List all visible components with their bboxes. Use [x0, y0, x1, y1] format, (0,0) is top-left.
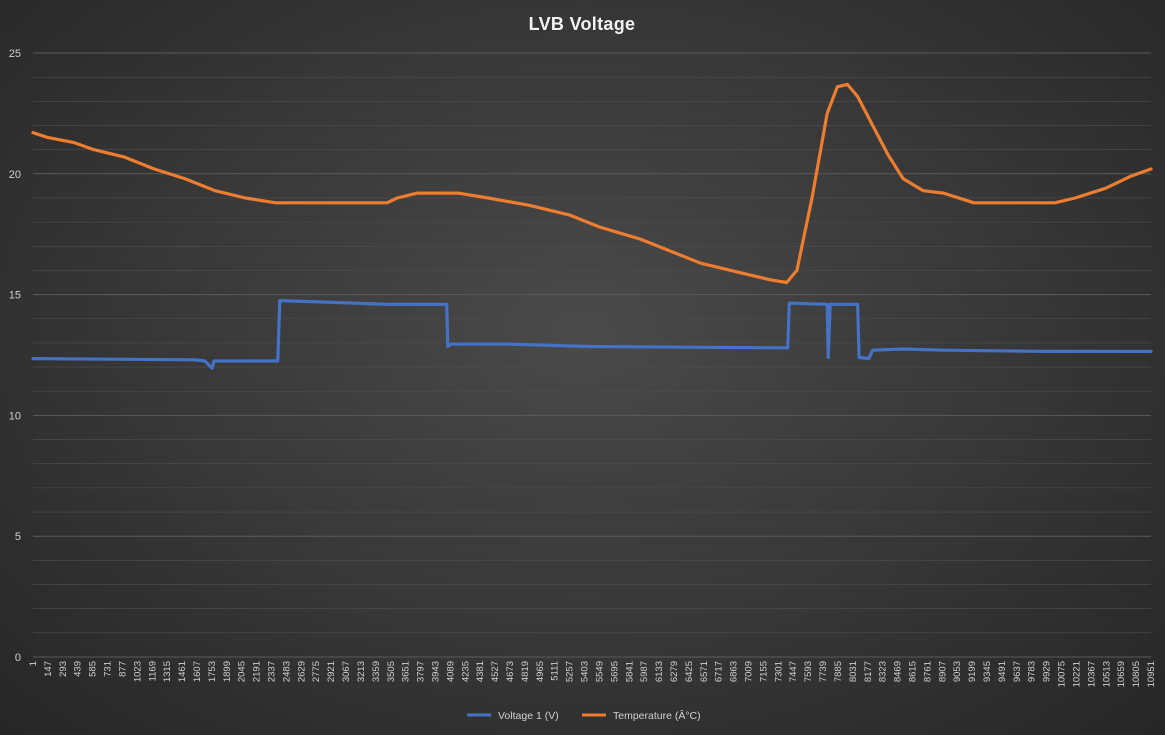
- x-tick-label: 1315: [162, 661, 173, 682]
- x-tick-label: 7155: [758, 661, 769, 682]
- x-tick-label: 3359: [371, 661, 382, 682]
- x-tick-label: 5111: [550, 661, 561, 681]
- x-tick-label: 5549: [594, 661, 605, 682]
- x-tick-label: 2775: [311, 661, 322, 682]
- x-tick-label: 1899: [222, 661, 233, 682]
- x-tick-label: 10513: [1101, 661, 1112, 687]
- x-tick-label: 147: [43, 661, 54, 677]
- x-tick-label: 7009: [744, 661, 755, 682]
- x-tick-label: 8031: [848, 661, 859, 682]
- x-tick-label: 731: [103, 661, 114, 677]
- x-tick-label: 2629: [296, 661, 307, 682]
- legend: Voltage 1 (V) Temperature (Â°C): [467, 709, 701, 722]
- x-tick-label: 3505: [386, 661, 397, 682]
- x-tick-label: 1607: [192, 661, 203, 682]
- x-tick-label: 5695: [609, 661, 620, 682]
- x-tick-label: 9783: [1027, 661, 1038, 682]
- y-tick-label: 0: [15, 652, 21, 664]
- y-tick-label: 5: [15, 531, 21, 543]
- x-tick-label: 7593: [803, 661, 814, 682]
- x-tick-label: 10221: [1071, 661, 1082, 687]
- x-tick-label: 1023: [132, 661, 143, 682]
- legend-label: Temperature (Â°C): [613, 709, 701, 722]
- x-tick-label: 3943: [430, 661, 441, 682]
- x-tick-label: 7885: [833, 661, 844, 682]
- x-tick-label: 5841: [624, 661, 635, 682]
- x-tick-label: 6863: [729, 661, 740, 682]
- x-tick-label: 4235: [460, 661, 471, 682]
- x-tick-label: 6571: [699, 661, 710, 682]
- x-tick-label: 8177: [863, 661, 874, 682]
- x-tick-label: 9345: [982, 661, 993, 682]
- x-tick-label: 2191: [252, 661, 263, 682]
- x-tick-label: 9637: [1012, 661, 1023, 682]
- x-tick-label: 1753: [207, 661, 218, 682]
- x-axis-tick-labels: 1 147 293 439 585 731 877 1023 1169 1315 1461 1607 1…: [28, 661, 1157, 687]
- x-tick-label: 6133: [654, 661, 665, 682]
- x-tick-label: 8323: [878, 661, 889, 682]
- x-tick-label: 3797: [416, 661, 427, 682]
- x-tick-label: 7739: [818, 661, 829, 682]
- x-tick-label: 8907: [937, 661, 948, 682]
- x-tick-label: 3067: [341, 661, 352, 682]
- x-tick-label: 1169: [147, 661, 158, 681]
- series-lines: [33, 84, 1151, 368]
- x-tick-label: 4965: [535, 661, 546, 682]
- x-tick-label: 8469: [893, 661, 904, 682]
- x-tick-label: 2045: [237, 661, 248, 682]
- x-tick-label: 2483: [281, 661, 292, 682]
- x-tick-label: 4381: [475, 661, 486, 682]
- x-tick-label: 585: [88, 661, 99, 677]
- series-line-temperature: [33, 84, 1151, 282]
- x-tick-label: 6279: [669, 661, 680, 682]
- x-tick-label: 5987: [639, 661, 650, 682]
- x-tick-label: 4673: [505, 661, 516, 682]
- x-tick-label: 5257: [565, 661, 576, 682]
- x-tick-label: 1461: [177, 661, 188, 682]
- x-tick-label: 9491: [997, 661, 1008, 682]
- grid-lines: [33, 53, 1151, 657]
- x-tick-label: 6717: [714, 661, 725, 682]
- x-tick-label: 10951: [1146, 661, 1157, 687]
- x-tick-label: 1: [28, 661, 39, 666]
- x-tick-label: 10075: [1057, 661, 1068, 687]
- x-tick-label: 4527: [490, 661, 501, 682]
- y-tick-label: 20: [9, 169, 21, 181]
- y-tick-label: 15: [9, 290, 21, 302]
- x-tick-label: 3651: [401, 661, 412, 682]
- y-tick-label: 25: [9, 48, 21, 60]
- x-tick-label: 9199: [967, 661, 978, 682]
- x-tick-label: 10805: [1131, 661, 1142, 687]
- x-tick-label: 5403: [580, 661, 591, 682]
- x-tick-label: 9053: [952, 661, 963, 682]
- y-tick-label: 10: [9, 410, 21, 422]
- x-tick-label: 10659: [1116, 661, 1127, 687]
- chart-title: LVB Voltage: [529, 14, 636, 34]
- x-tick-label: 877: [117, 661, 128, 677]
- x-tick-label: 8615: [907, 661, 918, 682]
- series-line-voltage: [33, 301, 1151, 369]
- x-tick-label: 9929: [1042, 661, 1053, 682]
- x-tick-label: 7301: [773, 661, 784, 682]
- y-axis-tick-labels: 0 5 10 15 20 25: [9, 48, 21, 664]
- x-tick-label: 10367: [1086, 661, 1097, 687]
- x-tick-label: 439: [73, 661, 84, 677]
- x-tick-label: 8761: [922, 661, 933, 682]
- x-tick-label: 2337: [267, 661, 278, 682]
- x-tick-label: 7447: [788, 661, 799, 682]
- x-tick-label: 4089: [445, 661, 456, 682]
- x-tick-label: 2921: [326, 661, 337, 682]
- x-tick-label: 6425: [684, 661, 695, 682]
- x-tick-label: 4819: [520, 661, 531, 682]
- legend-label: Voltage 1 (V): [498, 710, 559, 722]
- x-tick-label: 293: [58, 661, 69, 677]
- x-tick-label: 3213: [356, 661, 367, 682]
